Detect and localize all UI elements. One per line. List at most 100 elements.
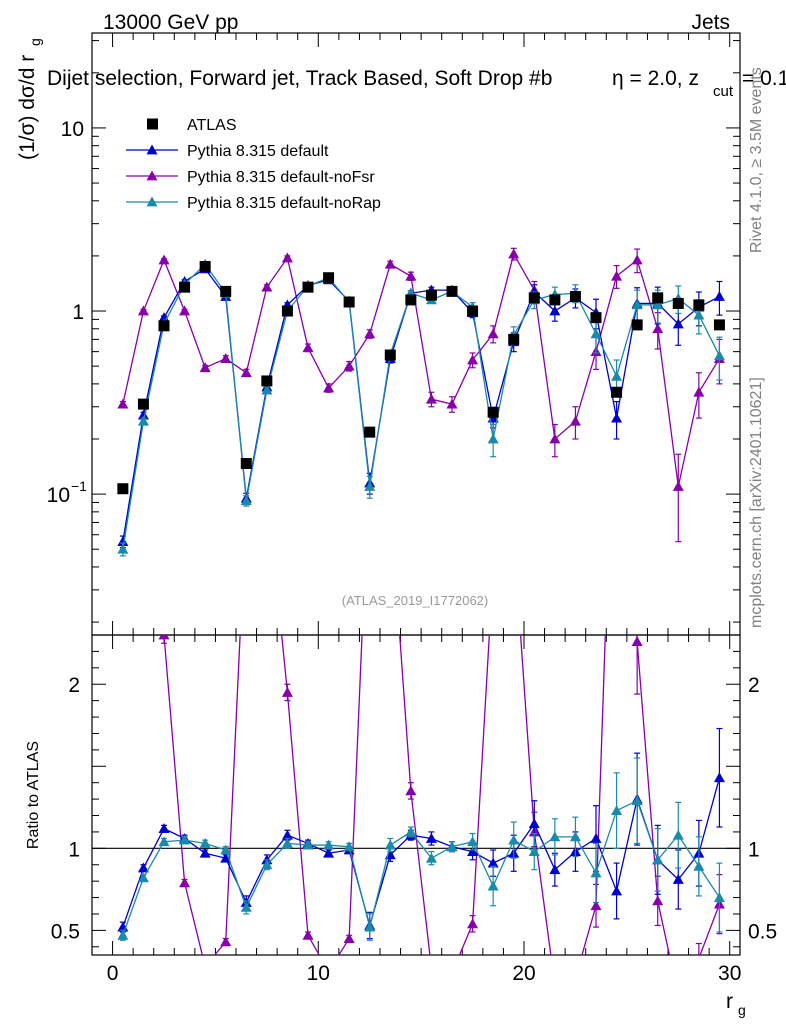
ratio-frame [91,634,741,956]
triangle-point [652,895,664,906]
ratio-y-tick-label: 0.5 [51,920,80,943]
data-point [384,349,396,361]
triangle-point [631,299,643,310]
triangle-point [672,874,684,884]
data-point [281,305,293,317]
main-plot-area [117,247,725,557]
triangle-point [281,686,293,697]
triangle-point [693,860,705,871]
triangle-point [240,495,252,506]
beam-label: 13000 GeV pp [103,11,238,34]
triangle-point [220,852,232,863]
data-point [467,305,479,317]
main-y-tick-label: 10 [47,484,70,507]
triangle-point [590,328,602,339]
main-line-noRap [122,263,721,550]
triangle-point [137,872,149,883]
triangle-point [631,636,643,646]
triangle-point [713,350,725,361]
ratio-ylabel: Ratio to ATLAS [25,741,42,849]
main-y-tick-label: 10 [61,118,84,141]
ratio-axes: 0 10 20 30 2 2 1 1 0.5 0.5 [51,635,777,985]
triangle-point [611,805,623,815]
data-point [569,291,581,303]
triangle-point [549,433,561,444]
triangle-point [199,362,211,373]
triangle-point [569,831,581,842]
triangle-point [549,305,561,316]
triangle-point [364,328,376,339]
triangle-point [467,918,479,929]
triangle-point [261,281,273,292]
rivet-label: Rivet 4.1.0, ≥ 3.5M events [748,67,765,253]
data-point [672,297,684,309]
x-tick-label: 10 [307,962,330,985]
mcplots-label: mcplots.cern.ch [arXiv:2401.10621] [748,377,765,628]
main-y-tick-exponent: −1 [71,478,87,494]
triangle-point [697,952,701,955]
data-point [343,296,355,308]
triangle-point [487,433,499,444]
x-tick-label: 20 [512,962,535,985]
ratio-xlabel-sub: g [738,1002,746,1018]
triangle-point [281,837,293,848]
triangle-point [528,818,540,829]
ratio-series-noRap [117,757,725,941]
triangle-point [384,258,396,269]
triangle-point [302,839,314,850]
main-series-noRap [117,258,725,557]
ratio-series-noFsr [138,482,725,955]
triangle-point [508,834,520,845]
triangle-point [488,564,499,574]
triangle-point [158,254,170,265]
data-point [590,312,602,324]
data-point [549,294,561,306]
triangle-point [590,900,602,911]
data-point [364,426,376,438]
data-point [528,292,540,304]
triangle-point [117,929,129,940]
legend-label-data: ATLAS [187,117,237,134]
triangle-point [672,318,684,329]
triangle-point [323,382,335,393]
ratio-y-tick-label: 1 [68,838,80,861]
data-point [137,398,149,410]
ratio-y-tick-label-right: 1 [748,838,760,861]
triangle-point [487,328,499,339]
main-series-noFsr [117,247,725,543]
data-point [693,299,705,311]
triangle-point [261,384,273,395]
main-line-default [122,267,720,542]
ratio-y-tick-label-right: 2 [748,674,760,697]
data-point [446,285,458,297]
triangle-point [446,841,458,852]
data-point [713,319,725,331]
triangle-point [467,354,479,365]
main-y-tick-label: 1 [72,301,84,324]
triangle-point [672,481,684,491]
triangle-point [446,398,458,409]
ratio-line-default [122,777,721,928]
triangle-point [240,367,252,378]
triangle-point [611,270,623,281]
analysis-id: (ATLAS_2019_I1772062) [342,593,488,608]
triangle-point [549,831,561,842]
data-point [261,375,273,387]
legend: ATLAS Pythia 8.315 default Pythia 8.315 de… [126,117,381,212]
triangle-point [220,844,232,855]
triangle-point [425,393,437,404]
triangle-point [364,921,376,932]
legend-marker-default [146,144,158,155]
triangle-point [385,498,396,508]
data-point [323,272,335,284]
plot-title: Dijet selection, Forward jet, Track Base… [47,67,786,100]
triangle-point [652,323,664,334]
ratio-plot-area [117,482,725,955]
triangle-point [405,270,417,281]
triangle-point [487,857,499,868]
triangle-point [138,482,149,492]
data-point [158,320,170,332]
ratio-line-noRap [122,799,720,936]
